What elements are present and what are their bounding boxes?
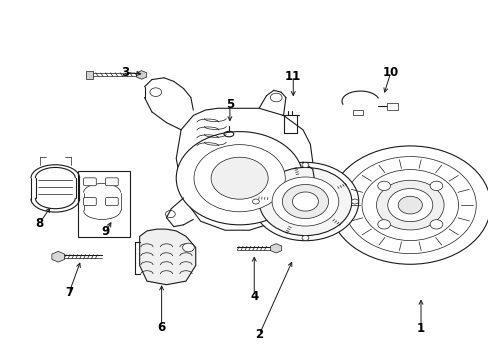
FancyBboxPatch shape <box>83 178 96 186</box>
Bar <box>352 110 362 116</box>
Circle shape <box>252 199 259 204</box>
Text: 11: 11 <box>285 69 301 82</box>
Text: 7: 7 <box>65 287 73 300</box>
Bar <box>386 103 397 110</box>
Text: 2: 2 <box>255 328 263 341</box>
Circle shape <box>292 192 318 211</box>
Bar <box>78 171 130 237</box>
Circle shape <box>351 199 358 204</box>
Circle shape <box>271 177 338 226</box>
Circle shape <box>387 189 432 222</box>
FancyBboxPatch shape <box>105 198 118 206</box>
Circle shape <box>302 235 308 240</box>
Circle shape <box>429 220 442 229</box>
FancyBboxPatch shape <box>83 198 96 206</box>
Circle shape <box>377 181 389 190</box>
Circle shape <box>282 184 328 219</box>
Text: 10: 10 <box>382 66 398 79</box>
FancyBboxPatch shape <box>105 178 118 186</box>
Circle shape <box>252 162 358 241</box>
Circle shape <box>182 243 194 252</box>
Circle shape <box>211 157 267 199</box>
Circle shape <box>429 181 442 190</box>
Text: 6: 6 <box>157 320 165 333</box>
Circle shape <box>259 167 351 235</box>
Circle shape <box>329 146 488 264</box>
Circle shape <box>176 132 303 225</box>
Circle shape <box>376 180 443 230</box>
Circle shape <box>377 220 389 229</box>
Text: 8: 8 <box>36 216 44 230</box>
Circle shape <box>194 145 285 212</box>
Text: 5: 5 <box>225 98 234 111</box>
Bar <box>86 71 93 78</box>
Circle shape <box>361 170 458 240</box>
Text: 9: 9 <box>101 225 109 238</box>
Circle shape <box>344 157 475 254</box>
Polygon shape <box>140 229 195 285</box>
Text: 3: 3 <box>121 66 129 79</box>
Text: 4: 4 <box>250 290 258 303</box>
Text: 1: 1 <box>416 322 424 335</box>
Circle shape <box>302 163 308 167</box>
Polygon shape <box>176 108 312 230</box>
Circle shape <box>397 196 422 214</box>
